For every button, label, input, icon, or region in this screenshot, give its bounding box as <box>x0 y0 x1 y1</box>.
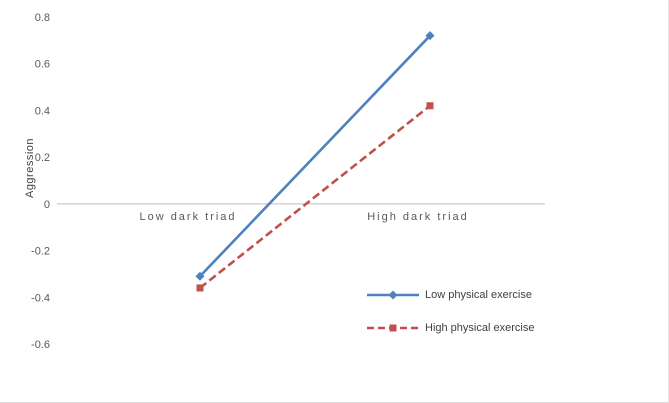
y-tick-label: 0 <box>44 199 50 211</box>
y-axis-title: Aggression <box>24 137 36 199</box>
legend-swatch-low-physical-exercise <box>367 290 419 300</box>
y-tick-label: -0.6 <box>31 339 50 351</box>
legend-swatch-high-physical-exercise <box>367 324 419 332</box>
y-tick-label: -0.2 <box>31 246 50 258</box>
y-tick-label: 0.4 <box>35 105 50 117</box>
data-point-marker <box>195 271 205 281</box>
x-category-label: Low dark triad <box>139 211 236 223</box>
legend-marker <box>389 324 397 332</box>
legend-label: Low physical exercise <box>425 289 532 301</box>
data-point-marker <box>426 102 434 110</box>
data-point-marker <box>425 31 435 41</box>
legend-label: High physical exercise <box>425 322 535 334</box>
y-tick-label: 0.2 <box>35 152 50 164</box>
legend-item: High physical exercise <box>366 321 534 335</box>
data-point-marker <box>196 284 204 292</box>
x-category-label: High dark triad <box>367 211 469 223</box>
y-tick-label: -0.4 <box>31 292 50 304</box>
legend: Low physical exercise High physical exer… <box>366 288 534 335</box>
legend-marker <box>388 290 398 300</box>
legend-item: Low physical exercise <box>366 288 534 302</box>
y-tick-label: 0.8 <box>35 12 50 24</box>
series-line-0 <box>199 34 431 278</box>
y-tick-label: 0.6 <box>35 59 50 71</box>
series-line-1 <box>199 104 431 289</box>
